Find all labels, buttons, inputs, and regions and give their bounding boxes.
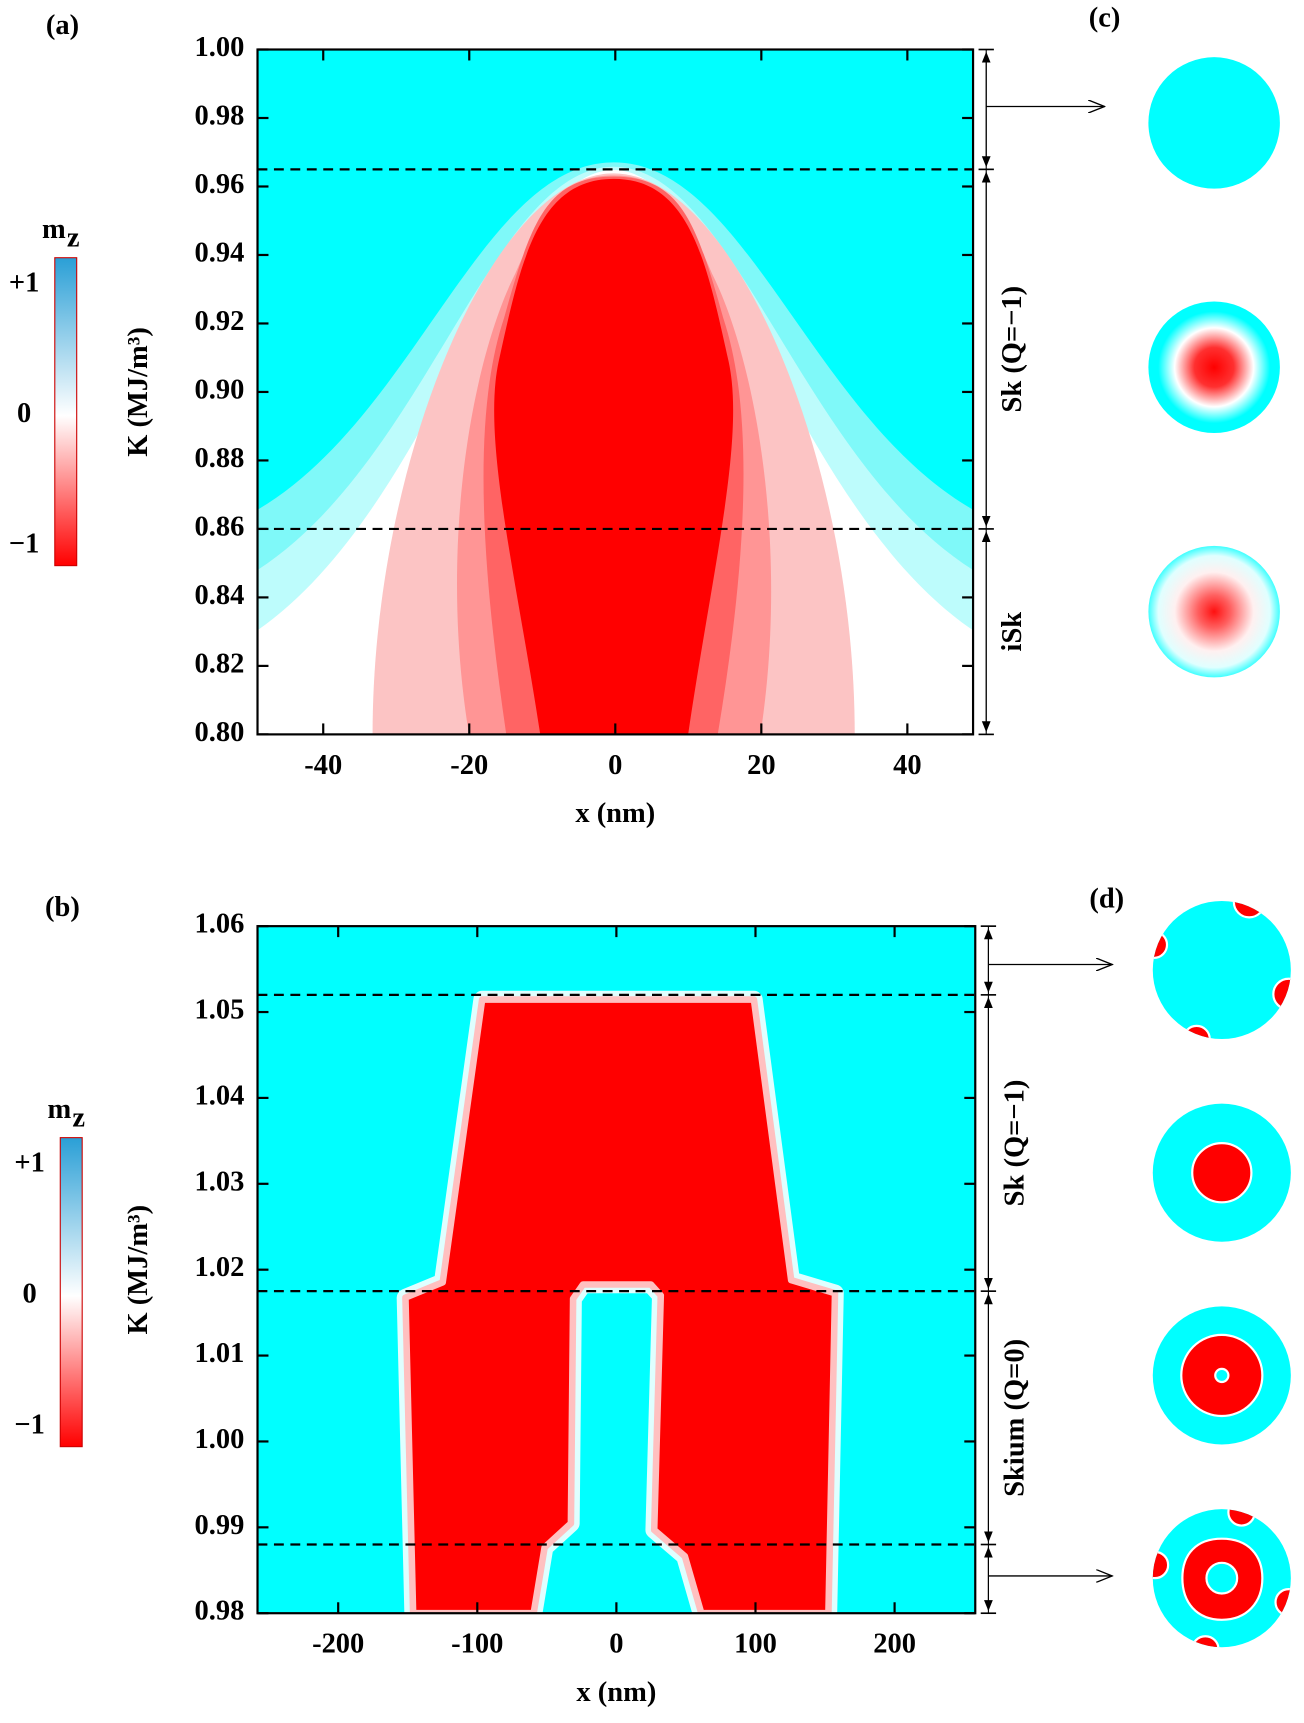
colorbar: [54, 257, 78, 567]
y-tick-label: 0.98: [195, 1596, 245, 1627]
panel-label: (a): [46, 10, 79, 41]
colorbar-label-sub: z: [72, 1103, 85, 1134]
pointer-arrows: [986, 106, 1112, 1575]
y-tick-label: 1.03: [195, 1166, 245, 1197]
region-label: Sk (Q=−1): [999, 1080, 1030, 1207]
x-tick-label: 40: [893, 750, 921, 781]
y-tick-label: 1.05: [195, 995, 245, 1026]
y-tick-label: 1.06: [195, 909, 245, 940]
x-tick-label: -20: [450, 750, 488, 781]
x-tick-label: 200: [873, 1629, 916, 1660]
colorbar: [59, 1137, 83, 1448]
y-tick-label: 0.90: [195, 374, 245, 405]
x-axis-label: x (nm): [575, 798, 655, 829]
colorbar-label: m: [42, 214, 66, 245]
x-tick-label: -40: [304, 750, 342, 781]
y-tick-label: 0.80: [195, 717, 245, 748]
y-tick-label: 0.82: [195, 648, 245, 679]
region-label: Sk (Q=−1): [997, 286, 1028, 413]
colorbar-label-sub: z: [67, 223, 80, 254]
colorbar-label: m: [47, 1094, 71, 1125]
y-tick-label: 0.96: [195, 169, 245, 200]
y-tick-label: 1.02: [195, 1252, 245, 1283]
y-tick-label: 1.00: [195, 32, 245, 63]
y-axis-label: K (MJ/m³): [123, 327, 154, 457]
y-tick-label: 1.00: [195, 1424, 245, 1455]
y-tick-label: 0.98: [195, 101, 245, 132]
y-axis-label: K (MJ/m³): [123, 1205, 154, 1335]
x-tick-label: -200: [312, 1629, 364, 1660]
y-tick-label: 1.01: [195, 1338, 245, 1369]
y-tick-label: 0.94: [195, 238, 245, 269]
thumbnails-c: [1148, 57, 1280, 678]
colorbar-tick-label: −1: [14, 1410, 44, 1441]
contour-b: [257, 926, 976, 1614]
panel-label: (c): [1089, 2, 1121, 33]
colorbar-tick-label: −1: [9, 529, 39, 560]
x-tick-label: 0: [609, 1629, 623, 1660]
colorbar-tick-label: 0: [22, 1279, 36, 1310]
colorbar-tick-label: 0: [17, 398, 31, 429]
y-tick-label: 0.88: [195, 443, 245, 474]
x-axis-label: x (nm): [576, 1677, 656, 1708]
x-tick-label: 0: [608, 750, 622, 781]
colorbar-tick-label: +1: [9, 268, 39, 299]
x-tick-label: 20: [747, 750, 775, 781]
x-tick-label: -100: [451, 1629, 503, 1660]
x-tick-label: 100: [734, 1629, 777, 1660]
plot-frame: [256, 925, 977, 1615]
panel-label: (b): [45, 892, 80, 923]
thumbnails-d: [1152, 900, 1291, 1648]
plot-frame: [256, 48, 975, 736]
y-tick-label: 0.99: [195, 1510, 245, 1541]
y-tick-label: 1.04: [195, 1080, 245, 1111]
region-label: iSk: [997, 612, 1028, 652]
region-label: Skium (Q=0): [999, 1339, 1030, 1497]
y-tick-label: 0.84: [195, 580, 245, 611]
y-tick-label: 0.92: [195, 306, 245, 337]
contour-a: [257, 49, 974, 735]
y-tick-label: 0.86: [195, 511, 245, 542]
colorbar-tick-label: +1: [14, 1148, 44, 1179]
panel-label: (d): [1089, 883, 1124, 914]
